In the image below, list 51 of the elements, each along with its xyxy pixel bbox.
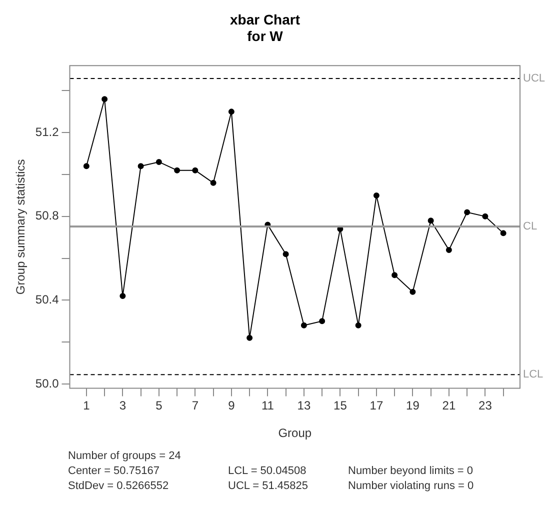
point [174,167,180,174]
x-tick-label: 9 [228,398,236,413]
point [500,230,506,236]
point [482,213,488,220]
x-tick-label: 7 [192,398,199,413]
point [300,322,307,328]
y-axis-title: Group summary statistics [14,159,28,295]
x-tick-label: 21 [442,398,456,413]
point [246,334,253,341]
x-tick-label: 3 [119,398,126,413]
text: LCL = 50.04508 [228,465,306,477]
x-axis-title: Group [278,426,312,440]
point [446,246,452,253]
x-tick-label: 13 [297,398,311,413]
point [392,272,398,278]
point [410,288,416,295]
chart-title: xbar Chart for W [230,11,300,44]
point [120,293,126,300]
point [210,180,216,186]
point [319,318,326,324]
point [192,167,198,174]
point [156,158,162,165]
text: Number violating runs = 0 [348,480,474,492]
x-tick-label: 1 [83,398,90,413]
point [464,209,470,216]
point [228,108,234,115]
point [138,163,144,170]
point [83,163,90,170]
y-tick-label: 51.2 [35,124,60,139]
y-tick-label: 50.4 [35,292,60,307]
x-tick-label: 23 [478,398,492,413]
x-tick-label: 11 [261,398,274,413]
y-tick-label: 50.8 [35,208,60,223]
ref-line-label: UCL [523,72,546,85]
text: Center = 50.75167 [68,465,160,477]
text: Number beyond limits = 0 [348,465,474,477]
ref-line-label: LCL [523,368,544,381]
text: UCL = 51.45825 [228,480,308,492]
point [373,192,380,198]
x-tick-label: 15 [334,398,348,413]
text: StdDev = 0.5266552 [68,480,169,492]
x-tick-label: 5 [156,398,163,413]
text: Number of groups = 24 [68,450,181,462]
x-tick-label: 17 [370,398,384,413]
point [355,322,362,328]
y-tick-label: 50.0 [35,376,60,390]
x-tick-label: 19 [406,398,420,413]
point [102,96,108,102]
ref-line-label: CL [523,220,538,233]
point [428,218,434,224]
point [282,251,289,258]
